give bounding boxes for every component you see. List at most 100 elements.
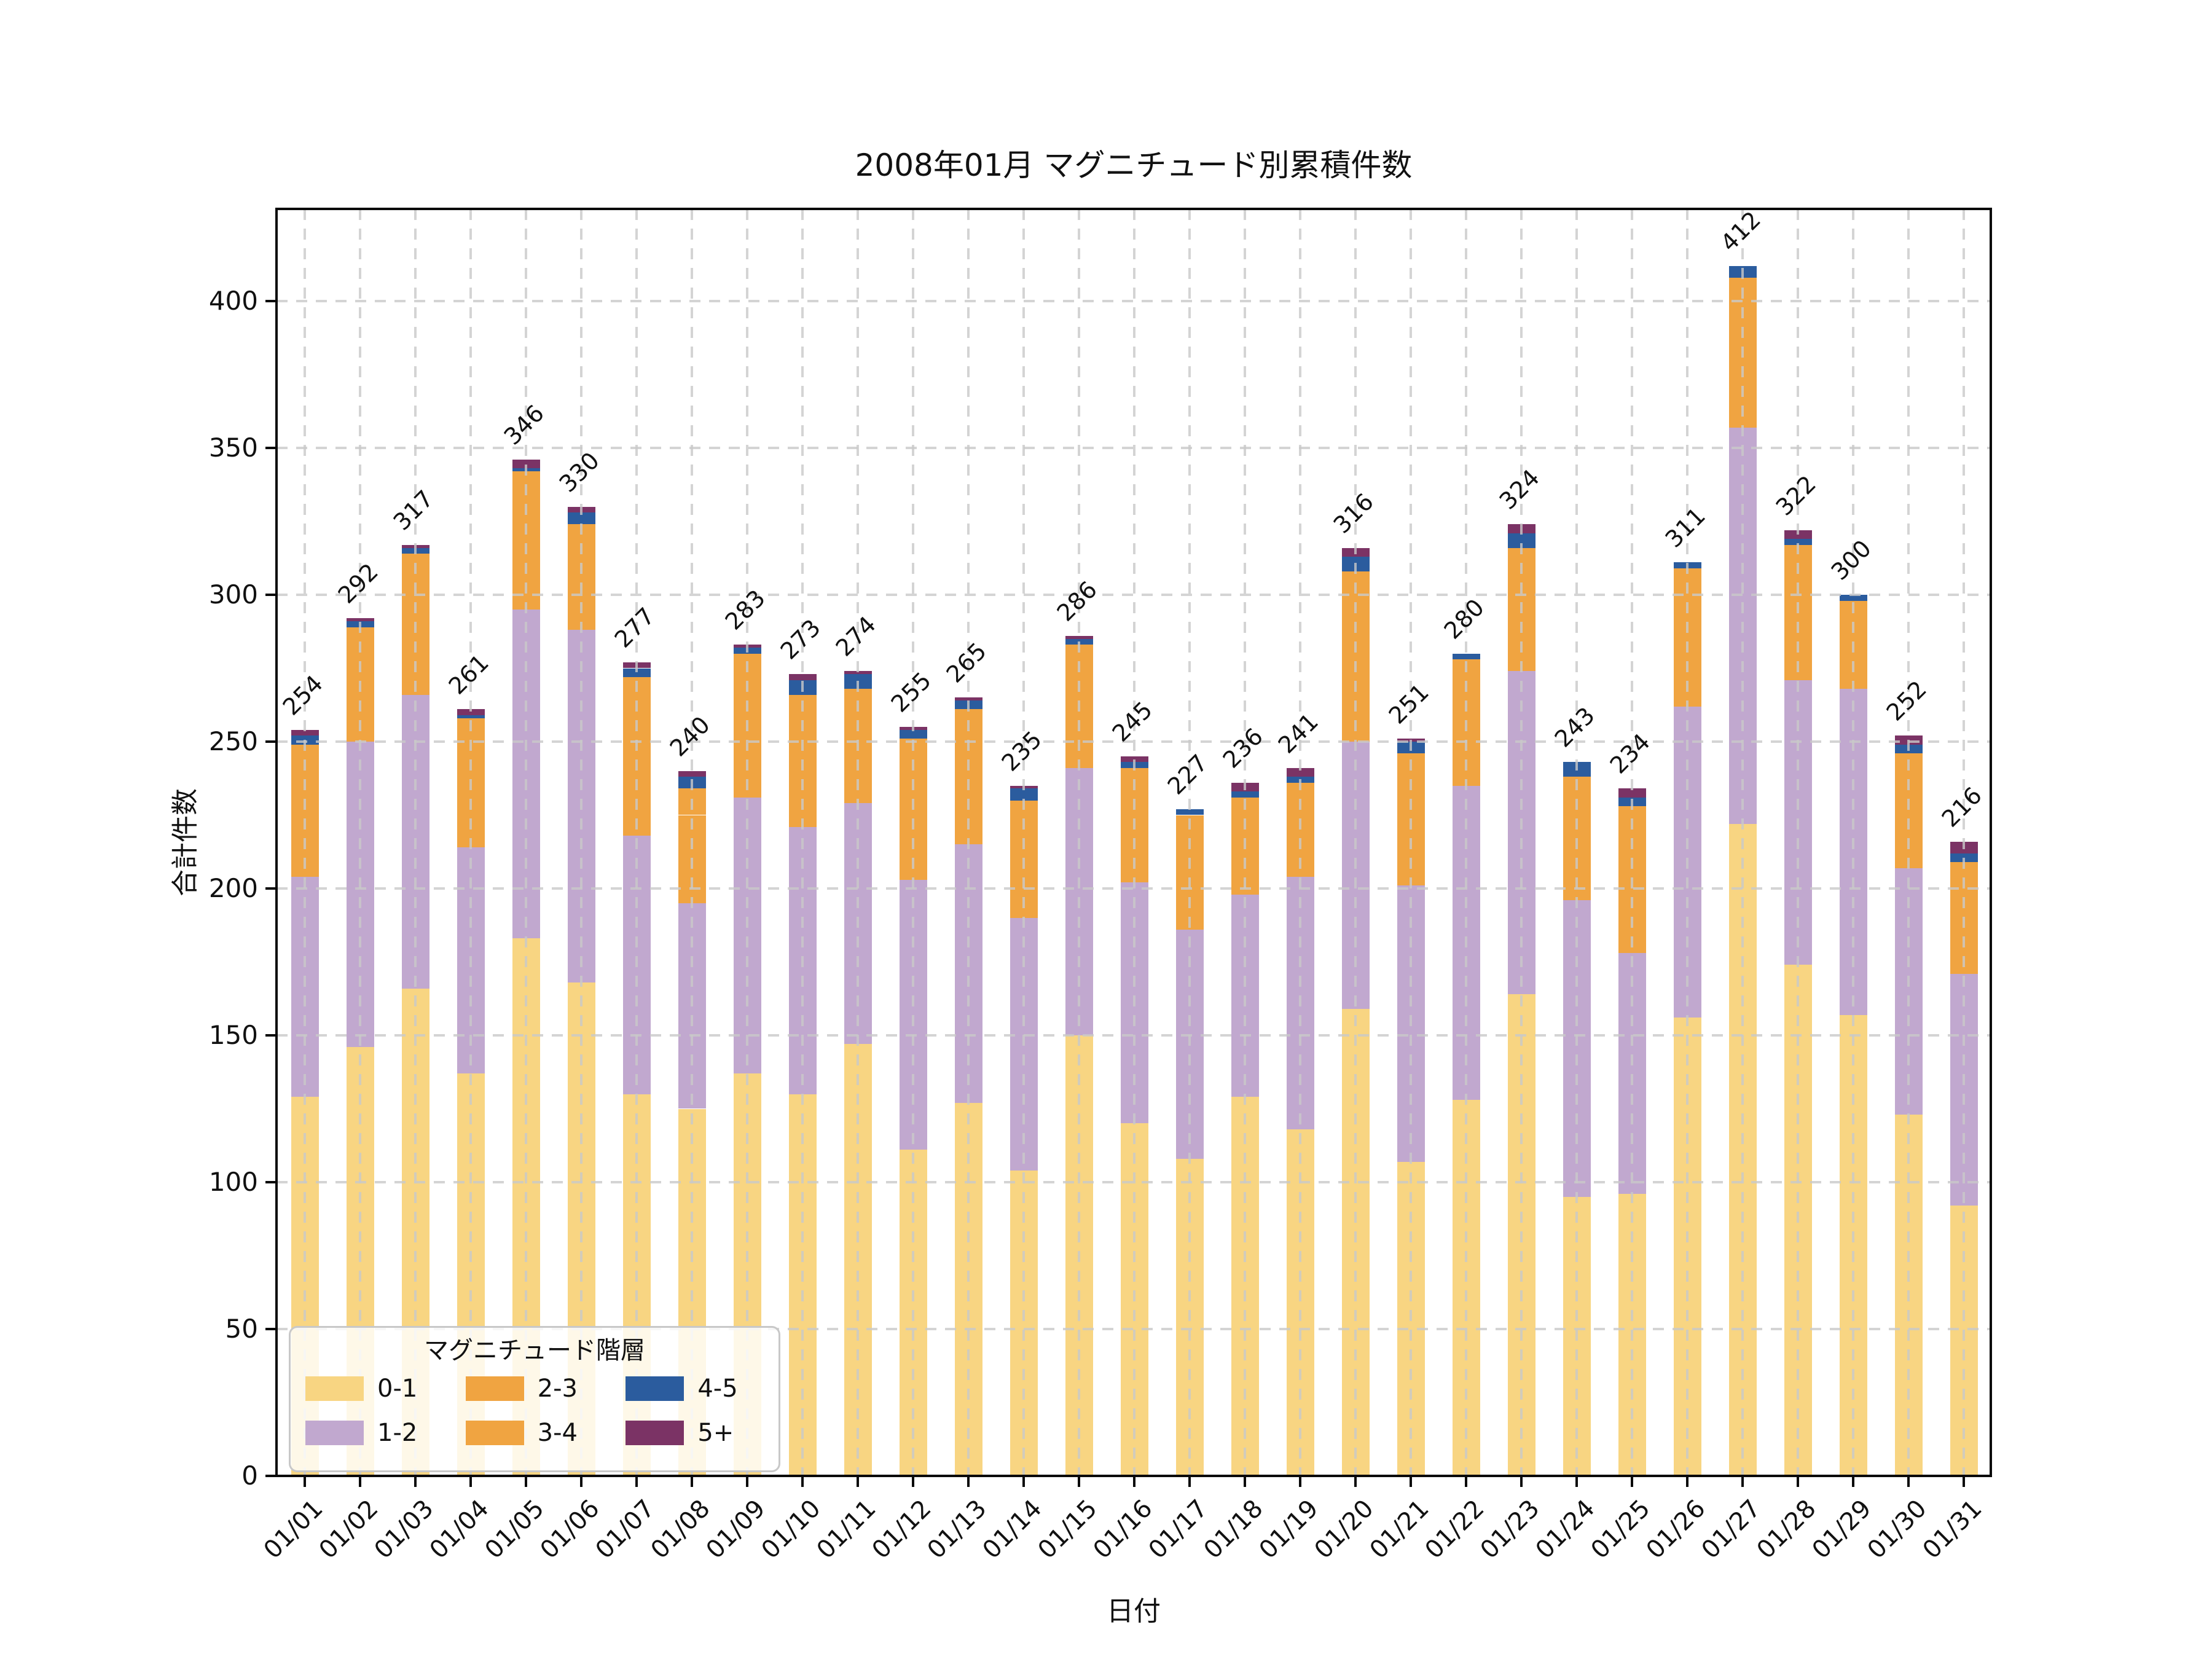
legend-swatch-5+ xyxy=(626,1421,684,1445)
v-gridline xyxy=(801,209,804,1476)
x-tick-mark xyxy=(1907,1476,1910,1487)
chart-title: 2008年01月 マグニチュード別累積件数 xyxy=(855,147,1413,183)
bar-total-label: 261 xyxy=(443,649,494,700)
legend-column: 0-1 1-2 xyxy=(305,1371,444,1451)
legend-label: 2-3 xyxy=(537,1375,578,1403)
bar-total-label: 265 xyxy=(941,637,992,689)
x-tick-mark xyxy=(359,1476,361,1487)
x-tick-mark xyxy=(801,1476,804,1487)
y-tick-mark xyxy=(265,447,276,449)
v-gridline xyxy=(1133,209,1135,1476)
y-tick-mark xyxy=(265,1181,276,1183)
x-tick-mark xyxy=(1797,1476,1799,1487)
legend-label: 0-1 xyxy=(377,1375,418,1403)
v-gridline xyxy=(1354,209,1357,1476)
x-tick-mark xyxy=(967,1476,970,1487)
y-tick-mark xyxy=(265,1034,276,1037)
x-tick-mark xyxy=(635,1476,638,1487)
y-tick-label: 200 xyxy=(208,873,258,903)
legend-swatch-0-1 xyxy=(305,1376,364,1401)
legend-column: 2-3 3-4 xyxy=(465,1371,604,1451)
v-gridline xyxy=(1465,209,1467,1476)
bar-total-label: 216 xyxy=(1936,781,1987,833)
bar-total-label: 254 xyxy=(277,670,328,721)
v-gridline xyxy=(1244,209,1246,1476)
bar-total-label: 322 xyxy=(1770,470,1821,521)
bar-total-label: 277 xyxy=(609,602,660,653)
x-tick-mark xyxy=(580,1476,582,1487)
x-tick-mark xyxy=(1963,1476,1965,1487)
legend-item-2-3: 2-3 xyxy=(465,1371,604,1406)
legend-swatch-4-5 xyxy=(626,1376,684,1401)
v-gridline xyxy=(1797,209,1799,1476)
x-tick-mark xyxy=(525,1476,527,1487)
x-tick-mark xyxy=(691,1476,693,1487)
v-gridline xyxy=(691,209,693,1476)
legend-column: 4-5 5+ xyxy=(626,1371,764,1451)
legend-item-5+: 5+ xyxy=(626,1415,764,1451)
legend-swatch-2-3 xyxy=(465,1376,524,1401)
x-tick-mark xyxy=(1244,1476,1246,1487)
legend-item-0-1: 0-1 xyxy=(305,1371,444,1406)
x-tick-mark xyxy=(1520,1476,1523,1487)
x-axis-label: 日付 xyxy=(1107,1596,1161,1627)
v-gridline xyxy=(1520,209,1523,1476)
bar-total-label: 316 xyxy=(1328,487,1379,539)
v-gridline xyxy=(1631,209,1633,1476)
y-tick-mark xyxy=(265,1475,276,1477)
v-gridline xyxy=(359,209,361,1476)
bar-total-label: 311 xyxy=(1660,502,1711,554)
x-tick-mark xyxy=(469,1476,472,1487)
legend-item-3-4: 3-4 xyxy=(465,1415,604,1451)
v-gridline xyxy=(857,209,859,1476)
x-tick-mark xyxy=(1133,1476,1135,1487)
legend-label: 1-2 xyxy=(377,1419,418,1447)
legend-label: 3-4 xyxy=(537,1419,578,1447)
v-gridline xyxy=(1963,209,1965,1476)
bar-total-label: 317 xyxy=(388,485,439,536)
bar-total-label: 243 xyxy=(1549,702,1600,753)
v-gridline xyxy=(469,209,472,1476)
y-tick-label: 50 xyxy=(225,1314,258,1344)
bar-total-label: 241 xyxy=(1273,708,1324,759)
bar-total-label: 330 xyxy=(554,446,605,498)
v-gridline xyxy=(635,209,638,1476)
y-tick-mark xyxy=(265,594,276,596)
v-gridline xyxy=(912,209,914,1476)
y-tick-mark xyxy=(265,1328,276,1330)
x-tick-mark xyxy=(1852,1476,1854,1487)
x-tick-mark xyxy=(1631,1476,1633,1487)
v-gridline xyxy=(1410,209,1412,1476)
bar-total-label: 300 xyxy=(1826,535,1877,586)
x-tick-mark xyxy=(746,1476,748,1487)
bar-total-label: 274 xyxy=(830,611,881,662)
x-tick-mark xyxy=(1410,1476,1412,1487)
x-tick-mark xyxy=(1741,1476,1744,1487)
v-gridline xyxy=(1907,209,1910,1476)
bar-total-label: 412 xyxy=(1715,205,1766,257)
v-gridline xyxy=(1299,209,1301,1476)
y-tick-label: 150 xyxy=(208,1020,258,1050)
x-tick-mark xyxy=(857,1476,859,1487)
x-tick-mark xyxy=(912,1476,914,1487)
legend-swatch-1-2 xyxy=(305,1421,364,1445)
x-tick-mark xyxy=(1354,1476,1357,1487)
bar-total-label: 245 xyxy=(1107,696,1158,747)
v-gridline xyxy=(525,209,527,1476)
v-gridline xyxy=(1686,209,1688,1476)
x-tick-mark xyxy=(414,1476,417,1487)
x-tick-mark xyxy=(1575,1476,1578,1487)
y-tick-label: 300 xyxy=(208,579,258,610)
bar-total-label: 324 xyxy=(1494,464,1545,515)
y-tick-mark xyxy=(265,300,276,302)
bar-total-label: 251 xyxy=(1383,678,1434,729)
bar-total-label: 235 xyxy=(996,725,1047,777)
bar-total-label: 346 xyxy=(498,399,549,450)
v-gridline xyxy=(746,209,748,1476)
bar-total-label: 286 xyxy=(1051,576,1102,627)
legend-swatch-3-4 xyxy=(465,1421,524,1445)
legend-label: 5+ xyxy=(697,1419,734,1447)
y-tick-label: 250 xyxy=(208,726,258,756)
legend-label: 4-5 xyxy=(697,1375,738,1403)
